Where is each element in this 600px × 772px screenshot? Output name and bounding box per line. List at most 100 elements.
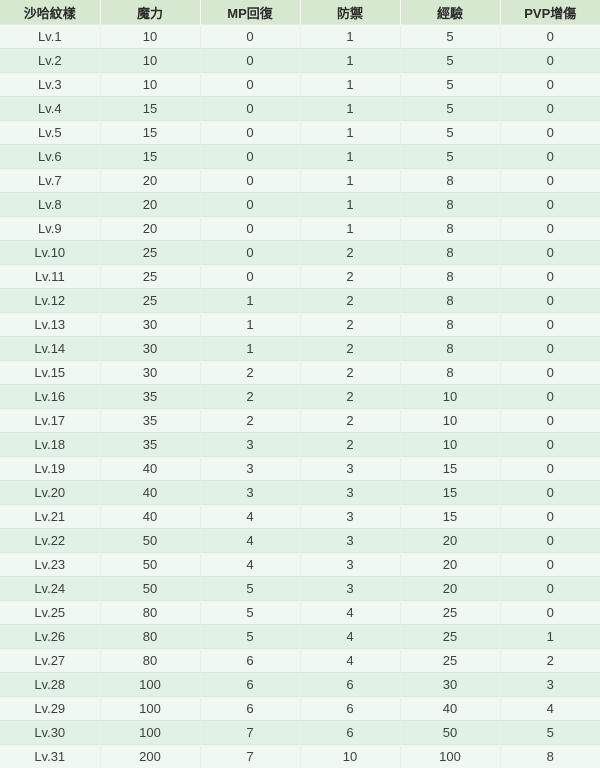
table-row: Lv.7 20 0 1 8 0 bbox=[0, 168, 600, 193]
stat-cell: 100 bbox=[99, 696, 200, 721]
table-row: Lv.9 20 0 1 8 0 bbox=[0, 216, 600, 241]
level-cell: Lv.2 bbox=[37, 53, 62, 68]
stat-cell: 8 bbox=[499, 744, 600, 768]
stat-cell: 80 bbox=[99, 600, 200, 625]
header-row: 沙哈紋樣 魔力 MP回復 防禦 經驗 PVP增傷 bbox=[0, 0, 600, 25]
stat-cell: 25 bbox=[99, 240, 200, 265]
table-row: Lv.5 15 0 1 5 0 bbox=[0, 120, 600, 145]
stat-cell: 7 bbox=[199, 720, 300, 745]
stat-cell: 4 bbox=[199, 528, 300, 553]
stat-cell: 15 bbox=[99, 120, 200, 145]
stat-cell: 8 bbox=[399, 336, 500, 361]
stat-cell: 20 bbox=[399, 576, 500, 601]
table-row: Lv.20 40 3 3 15 0 bbox=[0, 480, 600, 505]
stat-cell: 0 bbox=[199, 96, 300, 121]
stat-cell: 1 bbox=[299, 120, 400, 145]
stat-cell: 4 bbox=[199, 552, 300, 577]
stat-cell: 0 bbox=[499, 576, 600, 601]
table-row: Lv.29 100 6 6 40 4 bbox=[0, 696, 600, 721]
level-cell: Lv.16 bbox=[34, 389, 66, 404]
stat-cell: 40 bbox=[399, 696, 500, 721]
table-row: Lv.31 200 7 10 100 8 bbox=[0, 744, 600, 768]
level-cell: Lv.4 bbox=[37, 101, 62, 116]
header-cell-mp-recover: MP回復 bbox=[199, 0, 300, 25]
stat-cell: 5 bbox=[199, 600, 300, 625]
stat-cell: 50 bbox=[99, 576, 200, 601]
level-cell: Lv.31 bbox=[34, 749, 66, 764]
stat-cell: 1 bbox=[299, 168, 400, 193]
stat-cell: 0 bbox=[499, 240, 600, 265]
stat-cell: 2 bbox=[299, 264, 400, 289]
stat-cell: 25 bbox=[399, 624, 500, 649]
header-cell-defense: 防禦 bbox=[299, 0, 400, 25]
stat-cell: 2 bbox=[499, 648, 600, 673]
table-body: Lv.1 10 0 1 5 0 Lv.2 10 0 1 5 0 Lv.3 10 0 1 5 0 Lv.4 15 0 1 5 0… bbox=[0, 24, 600, 768]
level-cell: Lv.7 bbox=[37, 173, 62, 188]
stat-cell: 15 bbox=[99, 144, 200, 169]
level-cell: Lv.11 bbox=[34, 269, 65, 284]
stat-cell: 5 bbox=[399, 96, 500, 121]
stat-cell: 2 bbox=[199, 384, 300, 409]
stat-cell: 0 bbox=[199, 168, 300, 193]
stat-cell: 30 bbox=[99, 312, 200, 337]
stat-cell: 0 bbox=[199, 48, 300, 73]
stat-cell: 8 bbox=[399, 216, 500, 241]
stat-cell: 15 bbox=[399, 480, 500, 505]
stat-cell: 0 bbox=[499, 408, 600, 433]
stat-cell: 6 bbox=[299, 672, 400, 697]
stat-cell: 0 bbox=[499, 288, 600, 313]
stat-cell: 3 bbox=[499, 672, 600, 697]
stat-cell: 5 bbox=[399, 72, 500, 97]
level-cell: Lv.1 bbox=[37, 29, 62, 44]
stat-cell: 20 bbox=[99, 168, 200, 193]
level-cell: Lv.20 bbox=[34, 485, 66, 500]
table-row: Lv.23 50 4 3 20 0 bbox=[0, 552, 600, 577]
stat-cell: 0 bbox=[499, 192, 600, 217]
stat-cell: 100 bbox=[99, 720, 200, 745]
stat-cell: 0 bbox=[499, 504, 600, 529]
table-row: Lv.30 100 7 6 50 5 bbox=[0, 720, 600, 745]
table-row: Lv.14 30 1 2 8 0 bbox=[0, 336, 600, 361]
stat-cell: 5 bbox=[199, 624, 300, 649]
stat-cell: 3 bbox=[299, 456, 400, 481]
stat-cell: 50 bbox=[399, 720, 500, 745]
level-cell: Lv.17 bbox=[34, 413, 66, 428]
table-row: Lv.13 30 1 2 8 0 bbox=[0, 312, 600, 337]
stat-cell: 50 bbox=[99, 528, 200, 553]
stat-cell: 1 bbox=[199, 312, 300, 337]
stat-cell: 0 bbox=[499, 264, 600, 289]
stat-cell: 0 bbox=[499, 360, 600, 385]
level-cell: Lv.23 bbox=[34, 557, 66, 572]
level-cell: Lv.25 bbox=[34, 605, 66, 620]
level-cell: Lv.14 bbox=[34, 341, 66, 356]
level-cell: Lv.19 bbox=[34, 461, 66, 476]
stat-cell: 5 bbox=[399, 144, 500, 169]
header-cell-pvp-damage: PVP增傷 bbox=[499, 0, 600, 25]
stat-cell: 0 bbox=[199, 72, 300, 97]
stat-cell: 8 bbox=[399, 264, 500, 289]
table-row: Lv.28 100 6 6 30 3 bbox=[0, 672, 600, 697]
stat-cell: 15 bbox=[399, 456, 500, 481]
stat-cell: 0 bbox=[199, 216, 300, 241]
stat-cell: 80 bbox=[99, 648, 200, 673]
stat-cell: 20 bbox=[99, 192, 200, 217]
stat-cell: 7 bbox=[199, 744, 300, 768]
stat-cell: 6 bbox=[299, 696, 400, 721]
stat-cell: 0 bbox=[499, 96, 600, 121]
stat-cell: 10 bbox=[99, 48, 200, 73]
level-cell: Lv.22 bbox=[34, 533, 66, 548]
stat-cell: 1 bbox=[299, 48, 400, 73]
stat-cell: 0 bbox=[499, 120, 600, 145]
table-row: Lv.1 10 0 1 5 0 bbox=[0, 24, 600, 49]
stat-cell: 8 bbox=[399, 192, 500, 217]
stat-cell: 0 bbox=[199, 264, 300, 289]
stat-cell: 0 bbox=[499, 48, 600, 73]
stat-cell: 1 bbox=[199, 288, 300, 313]
stat-cell: 1 bbox=[299, 216, 400, 241]
table-row: Lv.11 25 0 2 8 0 bbox=[0, 264, 600, 289]
level-cell: Lv.18 bbox=[34, 437, 66, 452]
level-cell: Lv.26 bbox=[34, 629, 66, 644]
stat-cell: 40 bbox=[99, 456, 200, 481]
table-row: Lv.10 25 0 2 8 0 bbox=[0, 240, 600, 265]
